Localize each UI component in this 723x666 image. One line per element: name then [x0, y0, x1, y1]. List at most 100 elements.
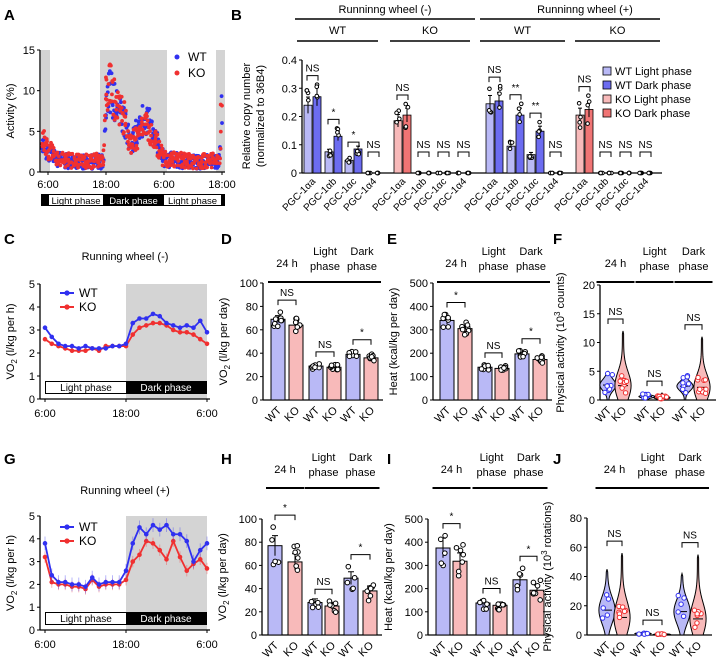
y-tick-label: 0.1: [282, 140, 297, 152]
y-tick-label: 0: [291, 168, 297, 180]
data-point: [680, 386, 686, 393]
ko-activity-point: [51, 149, 56, 154]
data-point: [623, 378, 630, 385]
y-label-text: (l/kg per day): [218, 298, 230, 365]
data-point: [576, 101, 582, 106]
ko-activity-point: [70, 152, 75, 156]
series-marker: [197, 547, 203, 553]
ko-activity-point: [133, 137, 138, 142]
significance-label: NS: [619, 140, 633, 151]
data-point: [292, 549, 298, 556]
x-group-label: KO: [684, 639, 704, 659]
series-marker: [137, 325, 142, 331]
significance-label: NS: [457, 140, 471, 151]
y-tick-label: 15: [23, 45, 35, 57]
data-point: [405, 104, 411, 110]
significance-bracket: [488, 76, 501, 83]
series-marker: [204, 566, 210, 571]
significance-label: **: [532, 101, 540, 112]
ko-activity-point: [164, 159, 168, 164]
y-label-text: VO: [217, 604, 229, 620]
ko-activity-point: [149, 133, 153, 138]
data-point: [619, 385, 625, 391]
data-point: [403, 101, 409, 107]
ko-activity-point: [104, 97, 109, 102]
series-marker: [184, 538, 190, 544]
x-tick-label: 6:00: [34, 408, 55, 420]
data-point: [516, 106, 522, 111]
data-point: [374, 170, 380, 176]
data-point: [484, 601, 490, 607]
data-point: [695, 374, 701, 381]
data-point: [294, 542, 301, 549]
significance-bracket: [578, 86, 591, 92]
ko-activity-point: [122, 100, 127, 104]
significance-bracket: [619, 151, 632, 157]
ko-activity-point: [115, 90, 120, 95]
significance-label: NS: [317, 577, 331, 588]
significance-label: *: [529, 327, 533, 338]
y-tick-label: 0: [29, 167, 35, 179]
ko-violin: [613, 553, 631, 636]
significance-label: NS: [648, 369, 662, 380]
data-point: [536, 129, 542, 134]
y-axis-label: Physical activity (103 counts): [553, 272, 567, 412]
significance-label: *: [332, 107, 336, 118]
data-point: [536, 134, 541, 140]
data-point: [309, 604, 316, 611]
series-marker: [103, 579, 109, 585]
group-header: phase: [310, 261, 340, 273]
y-tick-label: 5: [29, 279, 35, 291]
legend-label: KO: [79, 300, 96, 314]
series-marker: [42, 336, 48, 342]
wt-activity-point: [220, 121, 224, 125]
ko-activity-point: [129, 151, 134, 155]
ko-activity-point: [168, 163, 173, 168]
ko-activity-point: [94, 151, 99, 156]
ko-activity-point: [126, 147, 131, 151]
series-marker: [130, 559, 136, 564]
series-marker: [103, 346, 109, 351]
x-group-label: KO: [648, 639, 668, 659]
ko-activity-point: [42, 148, 47, 153]
data-point: [678, 601, 684, 607]
ko-activity-point: [46, 154, 51, 159]
data-point: [497, 83, 503, 89]
ko-activity-point: [157, 155, 161, 160]
group-header: phase: [675, 467, 705, 479]
ko-activity-point: [163, 149, 168, 154]
series-marker: [170, 327, 176, 333]
ko-activity-point: [104, 92, 109, 97]
ko-activity-point: [154, 145, 159, 150]
panel-label: H: [221, 451, 232, 468]
legend-label: WT Light phase: [615, 66, 692, 78]
ko-activity-point: [101, 159, 106, 164]
x-group-label: WT: [629, 639, 650, 660]
panel-label: G: [4, 451, 16, 468]
ko-activity-point: [140, 120, 144, 124]
y-tick-label: 0.3: [282, 83, 297, 95]
ko-activity-point: [110, 92, 114, 97]
ko-activity-point: [123, 114, 128, 119]
bar: [333, 135, 343, 174]
data-point: [315, 599, 321, 606]
significance-label: NS: [488, 65, 502, 76]
y-tick-label: 0: [29, 625, 35, 637]
y-label-text: (l/kg per h): [5, 304, 17, 360]
series-marker: [130, 320, 136, 326]
ko-activity-point: [205, 165, 209, 170]
data-point: [646, 170, 651, 176]
data-point: [294, 324, 301, 330]
x-group-label: KO: [356, 639, 376, 659]
legend-label: KO Dark phase: [615, 108, 690, 120]
ko-activity-point: [218, 156, 223, 161]
panel-label: F: [553, 231, 562, 248]
significance-label: NS: [396, 83, 410, 94]
x-group-label: KO: [282, 404, 302, 424]
y-tick-label: 80: [245, 537, 257, 549]
y-tick-label: 500: [405, 514, 423, 526]
data-point: [675, 609, 681, 615]
group-header: phase: [516, 261, 546, 273]
ko-activity-point: [191, 166, 195, 171]
ko-activity-point: [104, 77, 109, 82]
